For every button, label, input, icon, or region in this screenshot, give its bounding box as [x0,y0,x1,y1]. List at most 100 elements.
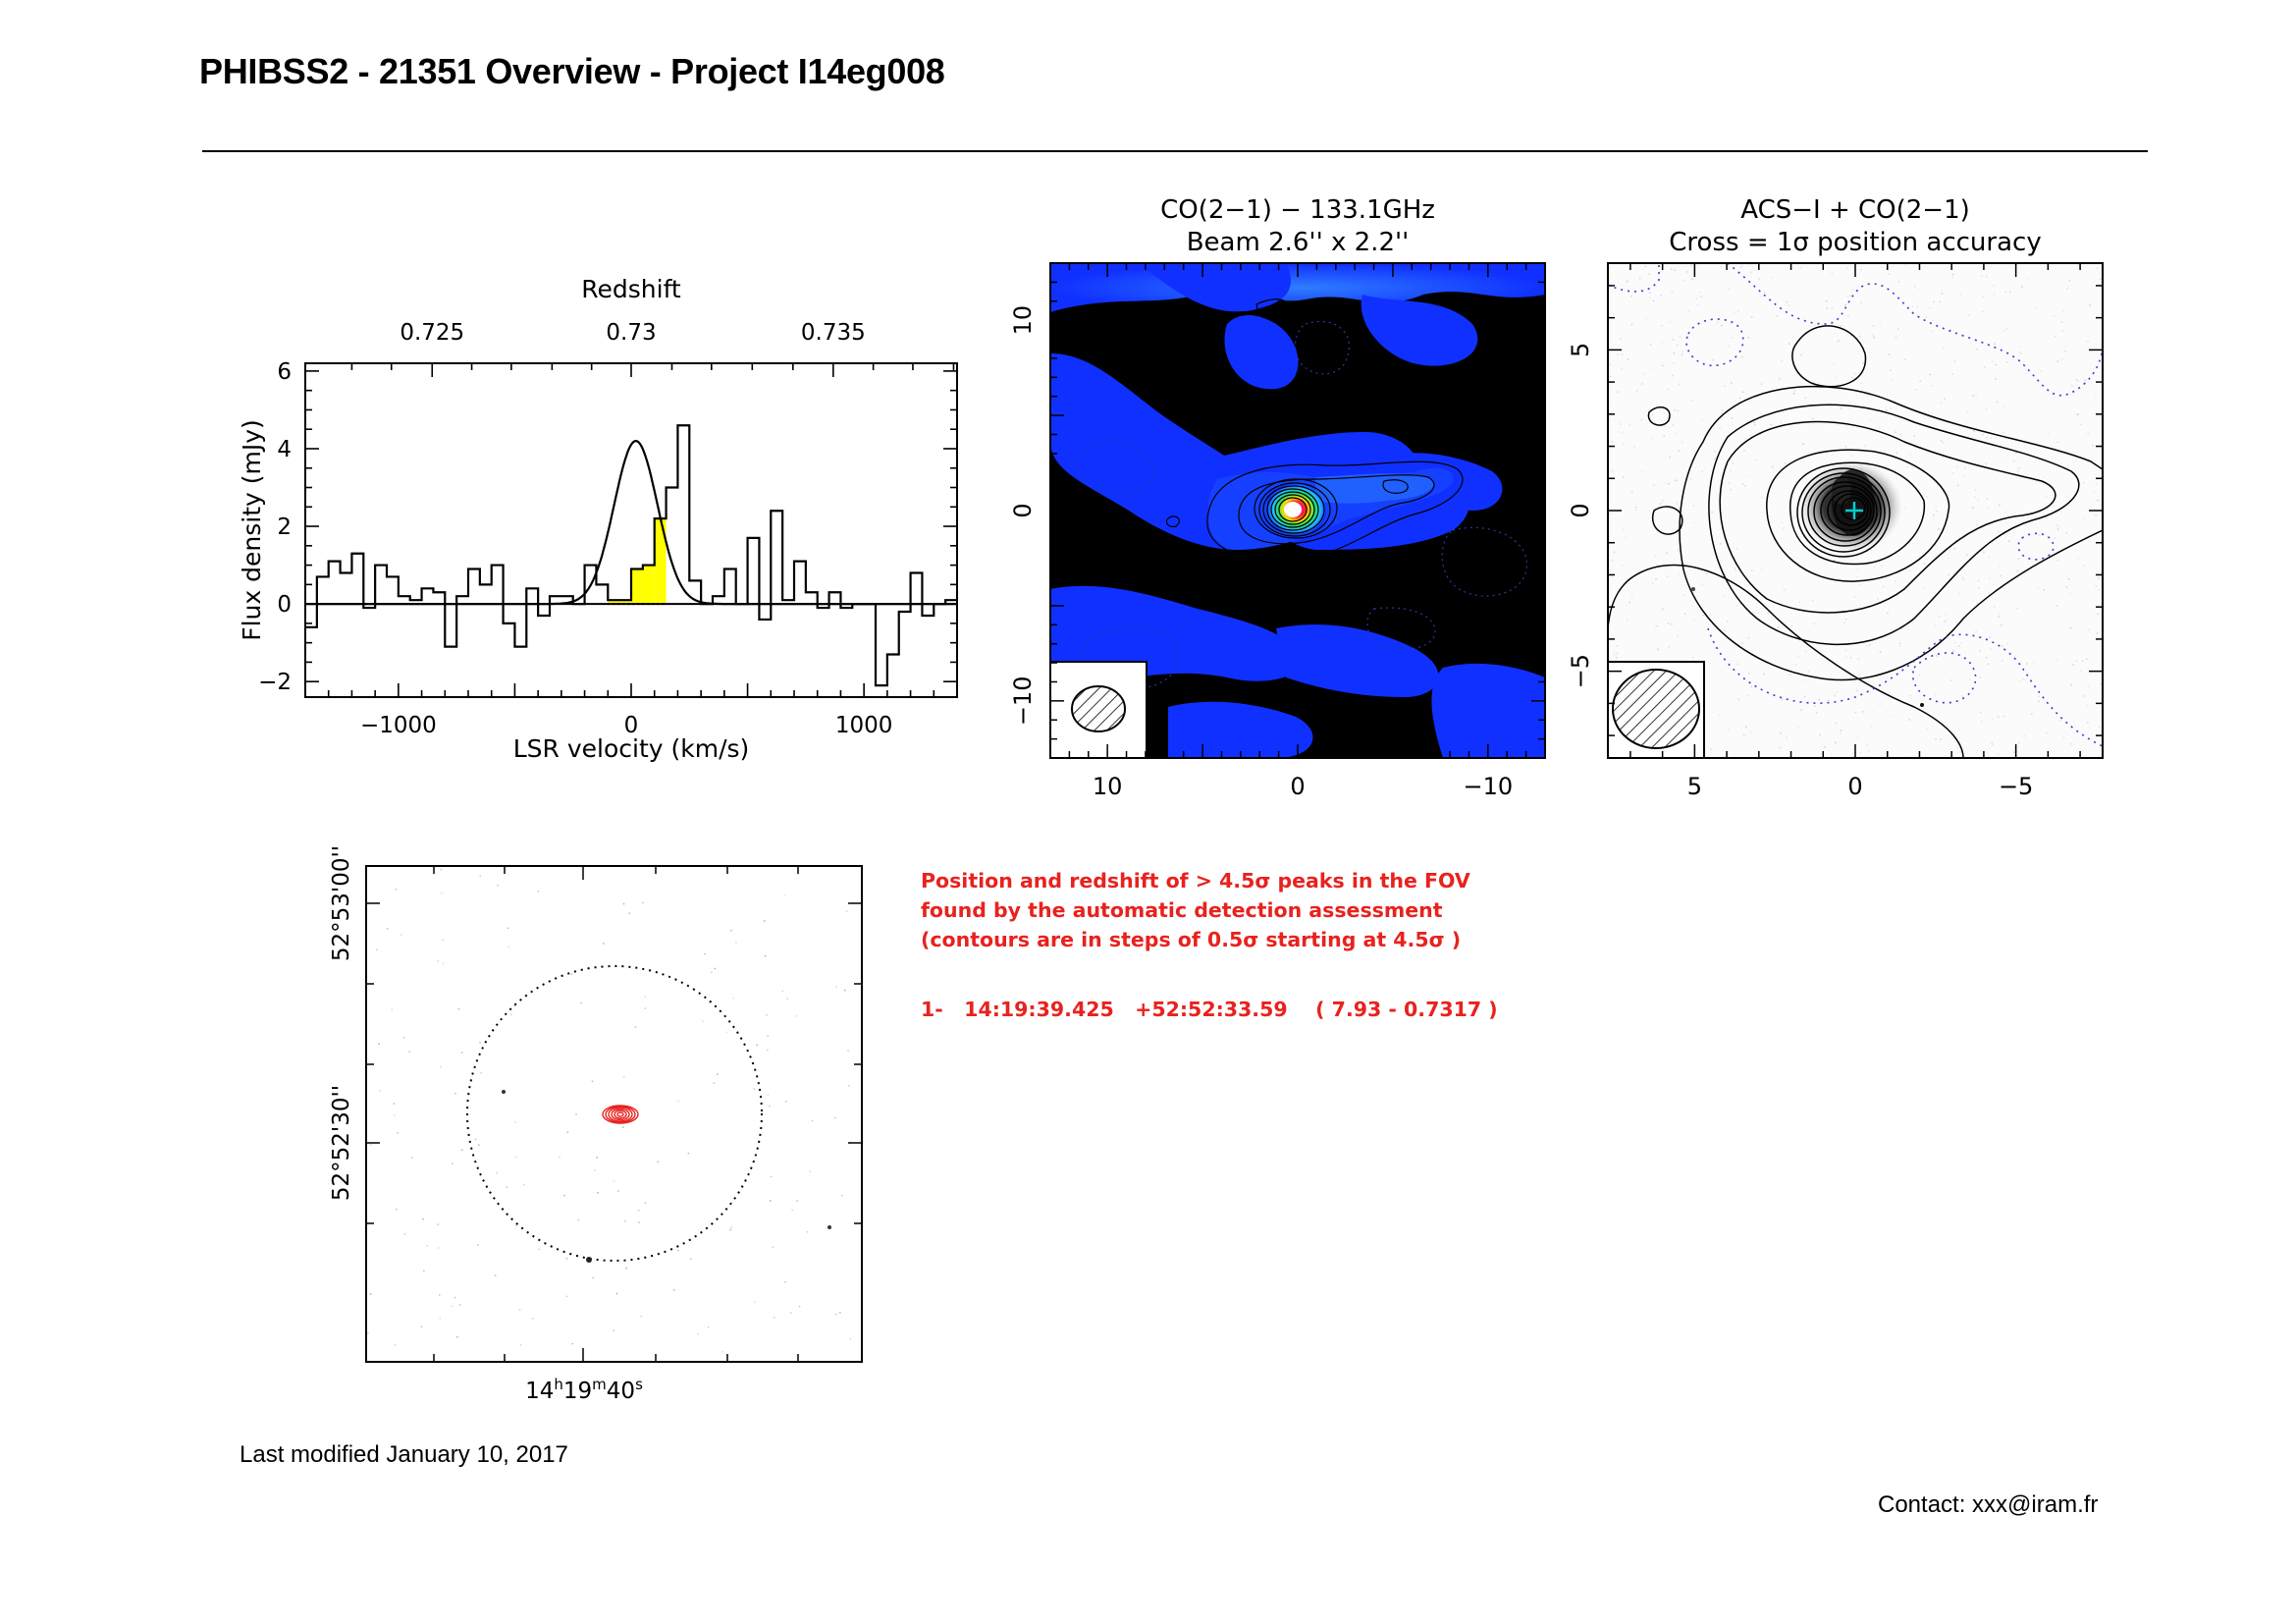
noise-pixel [592,1276,594,1279]
noise-pixel [2096,632,2099,634]
noise-pixel [1663,435,1666,437]
noise-pixel [1844,649,1847,652]
noise-pixel [1823,550,1826,552]
noise-pixel [795,1015,798,1017]
noise-pixel [1804,650,1807,653]
spectrum-x-tick-label: −1000 [360,713,437,738]
noise-pixel [577,1218,580,1221]
noise-pixel [1779,746,1782,749]
noise-pixel [1788,343,1790,345]
noise-pixel [1711,511,1713,514]
noise-pixel [1653,508,1656,510]
noise-pixel [1925,316,1928,318]
noise-pixel [1659,503,1662,505]
spectrum-y-tick-label: 0 [277,592,292,618]
noise-pixel [1611,469,1614,471]
map-y-tick-label: 10 [1009,305,1037,336]
detection-note-line: Position and redshift of > 4.5σ peaks in… [921,869,1470,893]
noise-pixel [613,1180,615,1182]
spectrum-highlight-bar [642,565,655,605]
noise-pixel [2033,662,2035,665]
noise-pixel [2012,460,2015,462]
noise-pixel [848,1085,850,1087]
noise-pixel [1622,431,1625,434]
noise-pixel [1992,744,1994,746]
noise-pixel [1671,268,1673,271]
acs-x-tick-labels: 5 0 −5 [1687,773,2034,800]
noise-pixel [2087,340,2089,343]
noise-pixel [1645,317,1648,319]
noise-pixel [1960,641,1962,644]
spectrum-top-axis-title: Redshift [581,275,681,303]
noise-pixel [730,1226,732,1228]
noise-pixel [1663,425,1666,427]
noise-pixel [1856,736,1859,738]
noise-pixel [1887,612,1889,615]
noise-pixel [2062,736,2065,739]
noise-pixel [2098,726,2101,729]
noise-pixel [2015,750,2018,752]
noise-pixel [1800,353,1802,356]
noise-pixel [625,1267,627,1270]
noise-pixel [1945,581,1948,584]
noise-pixel [1948,557,1949,560]
noise-pixel [2003,329,2005,332]
noise-pixel [1990,437,1993,439]
noise-pixel [408,1051,410,1053]
noise-pixel [437,1223,439,1225]
noise-pixel [1989,636,1991,639]
noise-pixel [1989,577,1991,579]
noise-pixel [1792,393,1795,395]
noise-pixel [1674,408,1676,411]
co-map-subtitle: Beam 2.6'' x 2.2'' [1187,228,1410,257]
co-map-x-tick-labels: 10 0 −10 [1093,773,1513,800]
co-map-beam [1049,661,1148,759]
noise-pixel [1992,718,1994,721]
noise-pixel [514,1224,517,1227]
noise-pixel [422,1217,424,1220]
noise-pixel [1851,289,1854,291]
noise-pixel [452,1163,454,1164]
noise-pixel [2098,589,2100,591]
noise-pixel [1958,645,1960,647]
contact-link[interactable]: Contact: xxx@iram.fr [1878,1491,2099,1518]
noise-pixel [1923,587,1925,589]
noise-pixel [1674,269,1676,272]
map-y-tick-label: 0 [1567,503,1594,517]
noise-pixel [1980,720,1983,723]
noise-pixel [1783,527,1785,529]
noise-pixel [439,1294,441,1296]
noise-pixel [1792,515,1795,518]
noise-pixel [2002,645,2003,647]
noise-pixel [1781,520,1783,523]
detection-note: Position and redshift of > 4.5σ peaks in… [921,866,1470,954]
noise-pixel [1784,462,1787,465]
noise-pixel [477,1244,479,1246]
noise-pixel [439,1318,442,1320]
noise-pixel [1944,621,1947,622]
noise-pixel [474,1138,477,1141]
noise-pixel [849,1337,852,1340]
noise-pixel [2040,370,2043,372]
noise-pixel [1844,656,1847,659]
noise-pixel [1995,363,1998,366]
noise-pixel [713,1082,715,1084]
noise-pixel [1740,263,1743,266]
noise-pixel [2002,406,2004,407]
noise-pixel [1677,344,1679,346]
noise-pixel [2095,514,2097,516]
noise-pixel [1677,549,1680,552]
co-map-title: CO(2−1) − 133.1GHz [1160,195,1435,225]
noise-pixel [1742,733,1745,736]
noise-pixel [1895,336,1897,339]
noise-pixel [1700,296,1703,298]
noise-pixel [1908,719,1911,721]
noise-pixel [2090,351,2092,353]
spectrum-highlight-bar [608,600,620,605]
noise-pixel [1975,630,1977,632]
noise-pixel [1840,407,1842,409]
noise-pixel [1672,423,1675,426]
noise-pixel [1746,694,1749,697]
noise-pixel [378,1043,380,1045]
noise-pixel [1891,378,1893,381]
